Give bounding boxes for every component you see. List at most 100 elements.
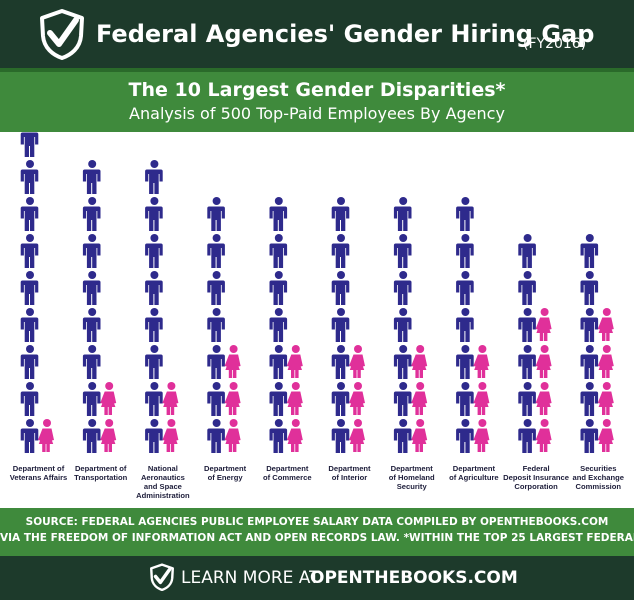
female-person-icon [473, 419, 490, 452]
male-person-icon [393, 419, 412, 453]
male-person-icon [393, 234, 412, 268]
male-person-icon [20, 271, 39, 305]
male-person-icon [580, 271, 599, 305]
category-label: Department of Agriculture [449, 464, 499, 482]
male-person-icon [331, 419, 350, 453]
male-person-icon [20, 308, 39, 342]
agency-column: Department of Transportation [74, 160, 128, 482]
male-person-icon [518, 382, 536, 416]
male-person-icon [20, 382, 39, 416]
category-label: Department of Veterans Affairs [10, 464, 68, 482]
chart-svg: Department of Veterans Affairs Department … [10, 132, 624, 500]
male-person-icon [269, 197, 288, 231]
male-person-icon [518, 419, 536, 453]
agency-column: Department of Energy [204, 197, 247, 482]
divider [0, 68, 634, 72]
female-person-icon [473, 345, 490, 378]
male-person-icon [145, 382, 163, 416]
category-label: National Aeronautics and Space Administrati… [136, 464, 190, 500]
male-person-icon [456, 197, 474, 231]
agency-column: Securities and Exchange Commission [573, 234, 624, 491]
male-person-icon [580, 382, 599, 416]
male-person-icon [207, 308, 225, 342]
male-person-icon [456, 234, 474, 268]
shield-check-icon [150, 563, 174, 591]
male-person-icon [145, 419, 163, 453]
male-person-icon [82, 308, 101, 342]
male-person-icon [145, 160, 163, 194]
male-person-icon [393, 382, 412, 416]
female-person-icon [411, 382, 428, 415]
male-person-icon [331, 345, 350, 379]
male-person-icon [331, 308, 350, 342]
male-person-icon [207, 419, 225, 453]
female-person-icon [597, 345, 614, 378]
source-band [0, 508, 634, 556]
male-person-icon [456, 345, 474, 379]
agency-column: Department of Commerce [263, 197, 312, 482]
female-person-icon [162, 419, 179, 452]
male-person-icon [82, 382, 101, 416]
male-person-icon [145, 308, 163, 342]
male-person-icon [207, 197, 225, 231]
chart-subtitle: Analysis of 500 Top-Paid Employees By Ag… [129, 104, 505, 123]
source-note-line-2: VIA THE FREEDOM OF INFORMATION ACT AND O… [0, 532, 634, 544]
female-person-icon [349, 382, 365, 415]
category-label: Federal Deposit Insurance Corporation [503, 464, 569, 491]
male-person-icon [20, 197, 39, 231]
male-person-icon [207, 234, 225, 268]
male-person-icon [456, 271, 474, 305]
chart-title: The 10 Largest Gender Disparities* [128, 79, 506, 101]
male-person-icon [82, 345, 101, 379]
male-person-icon [82, 419, 101, 453]
male-person-icon [82, 234, 101, 268]
female-person-icon [38, 419, 54, 452]
website-link[interactable]: OPENTHEBOOKS.COM [310, 568, 518, 588]
agency-column: Department of Agriculture [449, 197, 499, 482]
female-person-icon [535, 308, 552, 341]
female-person-icon [597, 382, 614, 415]
category-label: Department of Commerce [263, 464, 312, 482]
male-person-icon [580, 234, 599, 268]
male-person-icon [145, 197, 163, 231]
female-person-icon [411, 345, 428, 378]
male-person-icon [456, 419, 474, 453]
male-person-icon [145, 234, 163, 268]
male-person-icon [82, 197, 101, 231]
agency-column: National Aeronautics and Space Administrati… [136, 160, 190, 500]
female-person-icon [224, 419, 241, 452]
cta-text: LEARN MORE AT [181, 568, 320, 588]
header-bar: Federal Agencies' Gender Hiring Gap (FY2… [0, 0, 634, 68]
male-person-icon [393, 271, 412, 305]
chart-title-band [0, 68, 634, 132]
male-person-icon [331, 271, 350, 305]
male-person-icon [269, 345, 288, 379]
male-person-icon [331, 234, 350, 268]
male-person-icon [580, 308, 599, 342]
male-person-icon [269, 308, 288, 342]
male-person-icon [393, 345, 412, 379]
category-label: Department of Energy [204, 464, 247, 482]
male-person-icon [20, 345, 39, 379]
pictogram-chart: Department of Veterans Affairs Department … [0, 132, 634, 508]
male-person-icon [207, 271, 225, 305]
female-person-icon [349, 419, 365, 452]
category-label: Department of Homeland Security [389, 464, 435, 491]
agency-column: Department of Veterans Affairs [10, 132, 68, 482]
female-person-icon [286, 382, 303, 415]
male-person-icon [82, 160, 101, 194]
female-person-icon [411, 419, 428, 452]
agency-column: Department of Interior [328, 197, 371, 482]
source-note-line-1: SOURCE: FEDERAL AGENCIES PUBLIC EMPLOYEE… [25, 516, 609, 528]
male-person-icon [269, 234, 288, 268]
category-label: Department of Transportation [74, 464, 128, 482]
male-person-icon [207, 382, 225, 416]
male-person-icon [20, 132, 39, 157]
male-person-icon [145, 271, 163, 305]
female-person-icon [224, 382, 241, 415]
female-person-icon [349, 345, 365, 378]
male-person-icon [207, 345, 225, 379]
female-person-icon [224, 345, 241, 378]
category-label: Department of Interior [328, 464, 371, 482]
male-person-icon [20, 160, 39, 194]
